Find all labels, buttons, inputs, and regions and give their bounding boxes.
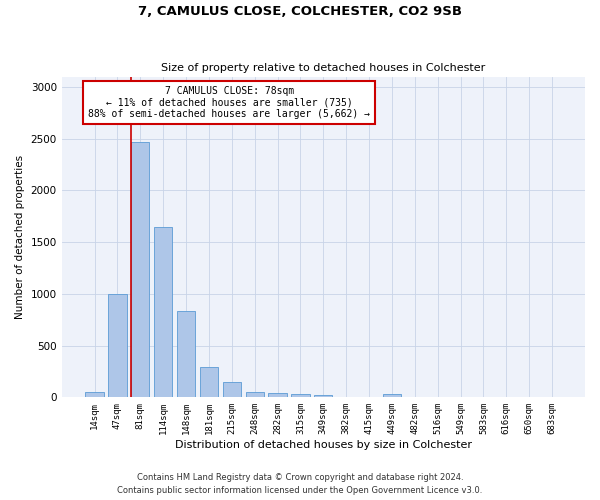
Bar: [245, 392, 264, 398]
Bar: [268, 393, 287, 398]
Bar: [223, 382, 241, 398]
Text: 7 CAMULUS CLOSE: 78sqm
← 11% of detached houses are smaller (735)
88% of semi-de: 7 CAMULUS CLOSE: 78sqm ← 11% of detached…: [88, 86, 370, 120]
Bar: [200, 368, 218, 398]
Y-axis label: Number of detached properties: Number of detached properties: [15, 155, 25, 319]
Bar: [177, 312, 195, 398]
Bar: [85, 392, 104, 398]
Text: Contains public sector information licensed under the Open Government Licence v3: Contains public sector information licen…: [118, 486, 482, 495]
Bar: [292, 394, 310, 398]
Bar: [109, 294, 127, 398]
Title: Size of property relative to detached houses in Colchester: Size of property relative to detached ho…: [161, 63, 485, 73]
Bar: [154, 226, 172, 398]
Bar: [314, 396, 332, 398]
Text: 7, CAMULUS CLOSE, COLCHESTER, CO2 9SB: 7, CAMULUS CLOSE, COLCHESTER, CO2 9SB: [138, 5, 462, 18]
Bar: [131, 142, 149, 398]
X-axis label: Distribution of detached houses by size in Colchester: Distribution of detached houses by size …: [175, 440, 472, 450]
Text: Contains HM Land Registry data © Crown copyright and database right 2024.: Contains HM Land Registry data © Crown c…: [137, 474, 463, 482]
Bar: [383, 394, 401, 398]
